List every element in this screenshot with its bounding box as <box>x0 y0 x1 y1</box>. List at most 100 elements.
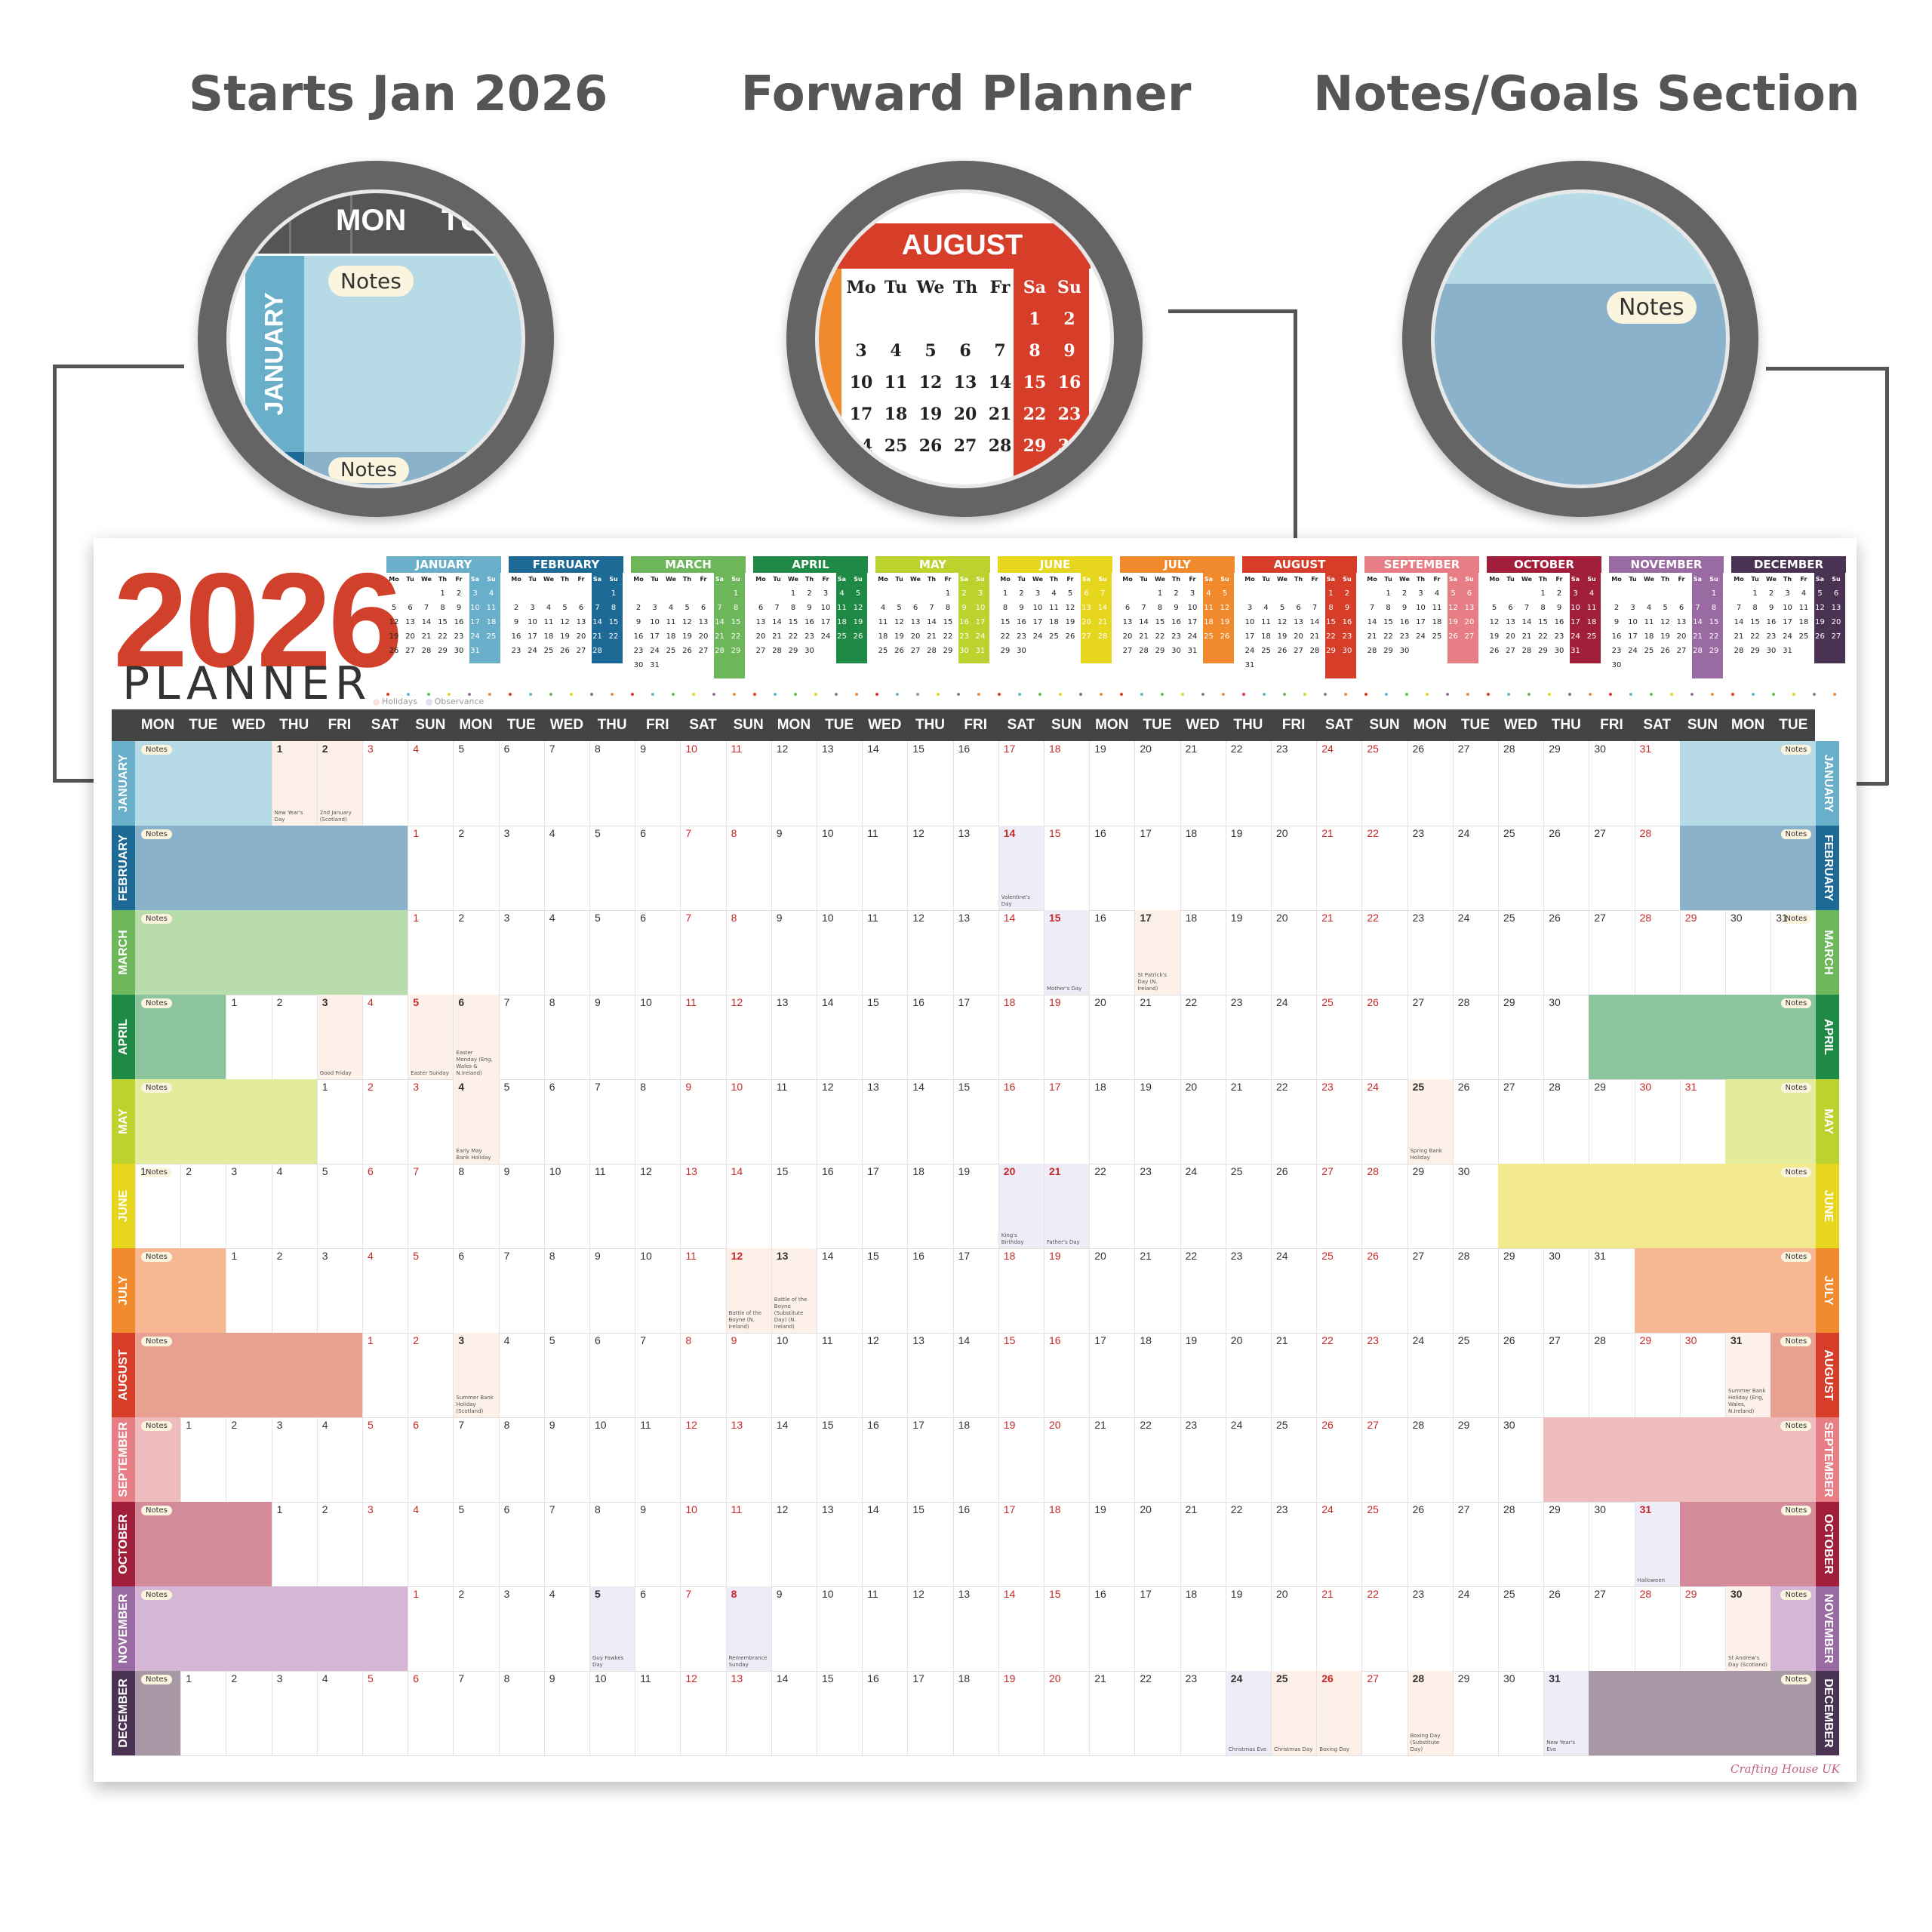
day-cell[interactable]: 16 <box>998 1079 1044 1164</box>
day-cell[interactable]: 25 Christmas Day <box>1271 1671 1317 1755</box>
day-cell[interactable]: 24 <box>1407 1333 1453 1417</box>
day-cell[interactable]: 20 <box>1134 1502 1180 1586</box>
day-cell[interactable]: 7 <box>453 1671 498 1755</box>
day-cell[interactable]: 11 <box>635 1417 680 1502</box>
day-cell[interactable]: 30 <box>1543 1248 1589 1333</box>
day-cell[interactable]: 29 <box>1498 1248 1543 1333</box>
day-cell[interactable]: 18 <box>1134 1333 1180 1417</box>
day-cell[interactable]: 23 <box>1225 1248 1271 1333</box>
day-cell[interactable]: 14 <box>817 1248 862 1333</box>
day-cell[interactable]: 12 <box>680 1671 725 1755</box>
day-cell[interactable]: 15 <box>998 1333 1044 1417</box>
day-cell[interactable]: 18 <box>907 1164 952 1248</box>
day-cell[interactable]: 3 <box>271 1671 317 1755</box>
day-cell[interactable]: 22 <box>1180 1248 1226 1333</box>
day-cell[interactable]: 4 <box>271 1164 317 1248</box>
day-cell[interactable]: 15 <box>817 1671 862 1755</box>
day-cell[interactable]: 24 <box>1361 1079 1407 1164</box>
day-cell[interactable]: 17 <box>952 995 998 1079</box>
day-cell[interactable]: 29 <box>1452 1417 1498 1502</box>
notes-pad-end[interactable]: Notes <box>1634 1248 1817 1333</box>
day-cell[interactable]: 13 Battle of the Boyne (Substitute Day) (… <box>771 1248 817 1333</box>
day-cell[interactable]: 17 <box>862 1164 907 1248</box>
day-cell[interactable]: 27 <box>1361 1671 1407 1755</box>
day-cell[interactable]: 8 Remembrance Sunday <box>725 1586 771 1671</box>
day-cell[interactable]: 23 <box>1180 1417 1226 1502</box>
day-cell[interactable]: 24 <box>1225 1417 1271 1502</box>
day-cell[interactable]: 30 <box>1634 1079 1680 1164</box>
day-cell[interactable]: 1 <box>408 1586 453 1671</box>
day-cell[interactable]: 18 <box>952 1417 998 1502</box>
notes-pad-end[interactable]: Notes <box>1679 826 1817 910</box>
day-cell[interactable]: 3 Summer Bank Holiday (Scotland) <box>453 1333 499 1417</box>
day-cell[interactable]: 4 <box>316 1417 362 1502</box>
day-cell[interactable]: 5 <box>362 1671 408 1755</box>
day-cell[interactable]: 1 <box>226 1248 271 1333</box>
day-cell[interactable]: 28 <box>1498 741 1543 826</box>
day-cell[interactable]: 22 <box>1180 995 1226 1079</box>
day-cell[interactable]: 28 Boxing Day (Substitute Day) <box>1407 1671 1453 1755</box>
day-cell[interactable]: 25 <box>1271 1417 1316 1502</box>
day-cell[interactable]: 16 <box>1089 826 1134 910</box>
day-cell[interactable]: 22 <box>1134 1417 1180 1502</box>
day-cell[interactable]: 12 <box>907 1586 952 1671</box>
day-cell[interactable]: 5 Guy Fawkes Day <box>589 1586 635 1671</box>
day-cell[interactable]: 23 <box>1316 1079 1361 1164</box>
day-cell[interactable]: 5 <box>316 1164 362 1248</box>
day-cell[interactable]: 14 <box>998 910 1044 995</box>
day-cell[interactable]: 27 <box>1498 1079 1543 1164</box>
day-cell[interactable]: 9 <box>771 826 817 910</box>
day-cell[interactable]: 9 <box>498 1164 544 1248</box>
day-cell[interactable]: 21 <box>1316 1586 1361 1671</box>
day-cell[interactable]: 6 <box>362 1164 408 1248</box>
day-cell[interactable]: 16 <box>952 1502 998 1586</box>
day-cell[interactable]: 5 <box>543 1333 589 1417</box>
day-cell[interactable]: 16 <box>817 1164 862 1248</box>
day-cell[interactable]: 20 <box>1271 826 1316 910</box>
day-cell[interactable]: 30 <box>1452 1164 1498 1248</box>
day-cell[interactable]: 21 Father's Day <box>1044 1164 1090 1248</box>
day-cell[interactable]: 20 <box>1180 1079 1226 1164</box>
day-cell[interactable]: 2 <box>453 1586 498 1671</box>
day-cell[interactable]: 19 <box>998 1417 1044 1502</box>
day-cell[interactable]: 29 <box>1679 910 1725 995</box>
day-cell[interactable]: 24 <box>1271 995 1316 1079</box>
day-cell[interactable]: 31 <box>1679 1079 1725 1164</box>
day-cell[interactable]: 9 <box>589 1248 635 1333</box>
day-cell[interactable]: 29 <box>1679 1586 1725 1671</box>
day-cell[interactable]: 16 <box>907 1248 952 1333</box>
day-cell[interactable]: 22 <box>1225 1502 1271 1586</box>
day-cell[interactable]: 30 <box>1725 910 1770 995</box>
day-cell[interactable]: 18 <box>998 995 1044 1079</box>
day-cell[interactable]: 6 <box>408 1671 453 1755</box>
day-cell[interactable]: 3 <box>226 1164 271 1248</box>
day-cell[interactable]: 13 <box>725 1417 771 1502</box>
day-cell[interactable]: 2 <box>226 1671 271 1755</box>
day-cell[interactable]: 16 <box>907 995 952 1079</box>
day-cell[interactable]: 11 <box>862 910 907 995</box>
day-cell[interactable]: 5 Easter Sunday <box>408 995 454 1079</box>
day-cell[interactable]: 9 <box>543 1417 589 1502</box>
day-cell[interactable]: 9 <box>635 741 680 826</box>
day-cell[interactable]: 10 <box>589 1417 635 1502</box>
day-cell[interactable]: 24 <box>1452 910 1498 995</box>
day-cell[interactable]: 19 <box>1134 1079 1180 1164</box>
day-cell[interactable]: 10 <box>543 1164 589 1248</box>
day-cell[interactable]: 16 <box>1089 910 1134 995</box>
day-cell[interactable]: 3 <box>498 1586 544 1671</box>
day-cell[interactable]: 26 <box>1498 1333 1543 1417</box>
day-cell[interactable]: 2 <box>226 1417 271 1502</box>
day-cell[interactable]: 28 <box>1634 826 1680 910</box>
day-cell[interactable]: 29 <box>1634 1333 1680 1417</box>
day-cell[interactable]: 28 <box>1407 1417 1453 1502</box>
day-cell[interactable]: 4 <box>498 1333 544 1417</box>
day-cell[interactable]: 17 <box>1134 1586 1180 1671</box>
notes-pad-end[interactable]: Notes <box>1770 1586 1817 1671</box>
day-cell[interactable]: 16 <box>1044 1333 1089 1417</box>
notes-pad-end[interactable]: Notes <box>1498 1164 1817 1248</box>
day-cell[interactable]: 1 <box>271 1502 317 1586</box>
notes-pad-end[interactable]: Notes <box>1725 1079 1817 1164</box>
day-cell[interactable]: 28 <box>1634 1586 1680 1671</box>
day-cell[interactable]: 9 <box>771 1586 817 1671</box>
day-cell[interactable]: 10 <box>817 910 862 995</box>
